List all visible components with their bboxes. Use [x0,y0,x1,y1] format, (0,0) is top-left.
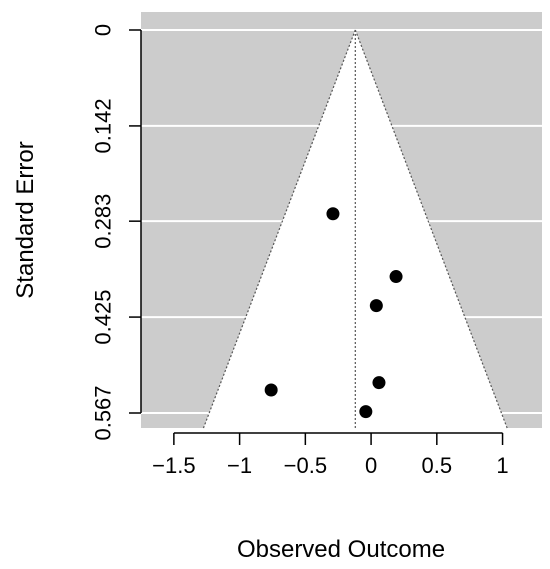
data-point-4 [372,376,386,390]
x-tick-label: −1 [227,453,252,478]
x-tick-label: −1.5 [152,453,195,478]
y-tick-label: 0.142 [91,98,116,153]
funnel-triangle [203,30,508,428]
y-axis-title: Standard Error [12,141,39,298]
data-points [264,207,403,419]
x-tick-label: 0 [365,453,377,478]
y-tick-label: 0.283 [91,194,116,249]
data-point-3 [369,299,383,313]
funnel-left-edge [202,29,356,429]
data-point-5 [264,383,278,397]
axes [129,29,504,445]
y-tick-label: 0.567 [91,385,116,440]
data-point-2 [389,270,403,284]
data-point-1 [326,207,340,221]
x-tick-label: 1 [496,453,508,478]
x-axis-title: Observed Outcome [237,536,445,563]
data-point-6 [359,405,373,419]
x-tick-label: −0.5 [284,453,327,478]
funnel-region [202,29,508,429]
tick-labels: 0 0.142 0.283 0.425 0.567 −1.5 −1 −0.5 0 0.5 1 [91,24,509,478]
y-tick-label: 0.425 [91,290,116,345]
y-tick-label: 0 [91,24,116,36]
funnel-right-edge [354,29,508,429]
x-tick-label: 0.5 [422,453,453,478]
